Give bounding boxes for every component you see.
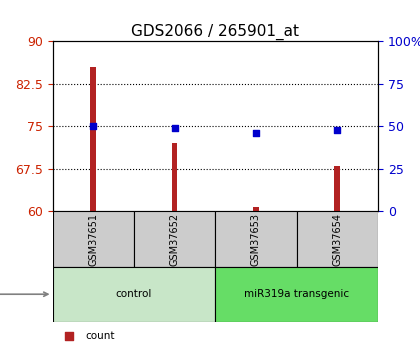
- Text: miR319a transgenic: miR319a transgenic: [244, 289, 349, 299]
- Text: genotype/variation: genotype/variation: [0, 289, 48, 299]
- Bar: [90, 67, 96, 211]
- Text: GSM37652: GSM37652: [170, 213, 180, 266]
- Text: GSM37651: GSM37651: [88, 213, 98, 266]
- Text: GSM37653: GSM37653: [251, 213, 261, 266]
- Point: [360, 148, 367, 154]
- FancyBboxPatch shape: [215, 211, 297, 267]
- Point: [90, 124, 97, 129]
- Text: GSM37654: GSM37654: [332, 213, 342, 266]
- Point: [360, 305, 367, 310]
- Text: control: control: [116, 289, 152, 299]
- Title: GDS2066 / 265901_at: GDS2066 / 265901_at: [131, 24, 299, 40]
- FancyBboxPatch shape: [52, 267, 215, 322]
- FancyBboxPatch shape: [297, 211, 378, 267]
- FancyBboxPatch shape: [215, 267, 378, 322]
- Bar: [253, 207, 259, 211]
- Bar: [172, 144, 177, 211]
- Point: [252, 130, 259, 136]
- Point: [334, 127, 341, 132]
- FancyBboxPatch shape: [134, 211, 215, 267]
- FancyBboxPatch shape: [52, 211, 134, 267]
- Text: count: count: [85, 331, 115, 341]
- Point: [171, 125, 178, 131]
- Bar: [334, 166, 340, 211]
